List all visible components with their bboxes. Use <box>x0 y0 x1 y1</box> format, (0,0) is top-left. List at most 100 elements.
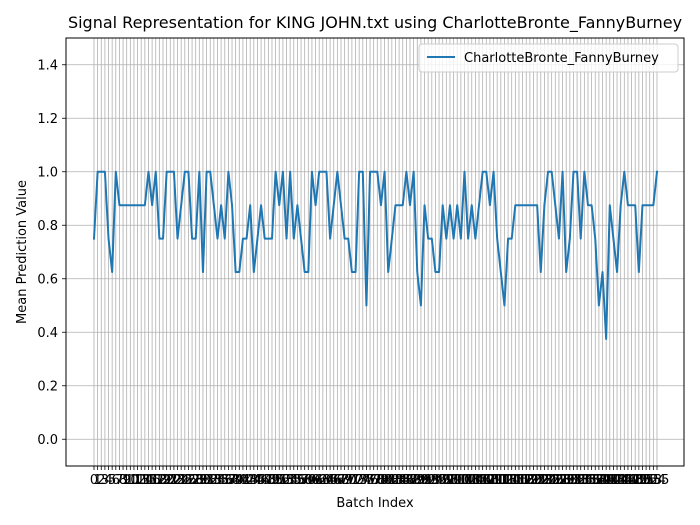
x-tick-label: 36 <box>216 473 233 488</box>
vertical-gridlines <box>93 38 658 466</box>
legend-box <box>418 43 679 73</box>
y-tick-label: 0.2 <box>37 379 58 394</box>
x-tick-label: 88 <box>405 473 422 488</box>
x-tick-label: 119 <box>514 473 539 488</box>
x-tick-label: 145 <box>608 473 633 488</box>
x-tick-label: 27 <box>184 473 201 488</box>
x-tick-label: 19 <box>155 473 172 488</box>
x-tick-label: 4 <box>104 473 112 488</box>
x-tick-label: 126 <box>539 473 564 488</box>
x-tick-label: 61 <box>307 473 324 488</box>
x-tick-label: 102 <box>452 473 477 488</box>
x-tick-label: 80 <box>376 473 393 488</box>
y-axis-ticks: 0.0 0.2 0.4 0.6 0.8 1.0 1.2 1.4 <box>37 58 66 448</box>
x-tick-label: 30 <box>195 473 212 488</box>
x-tick-label: 142 <box>597 473 622 488</box>
x-tick-label: 64 <box>318 473 335 488</box>
x-tick-label: 82 <box>384 473 401 488</box>
x-tick-label: 63 <box>315 473 332 488</box>
x-tick-label: 90 <box>413 473 430 488</box>
x-tick-label: 127 <box>543 473 568 488</box>
x-tick-label: 143 <box>601 473 626 488</box>
x-tick-label: 52 <box>275 473 292 488</box>
x-tick-label: 62 <box>311 473 328 488</box>
legend-label: CharlotteBronte_FannyBurney <box>464 51 659 66</box>
x-tick-label: 35 <box>213 473 230 488</box>
x-tick-label: 7 <box>115 473 123 488</box>
x-tick-label: 79 <box>373 473 390 488</box>
x-tick-label: 1 <box>93 473 101 488</box>
x-tick-label: 42 <box>238 473 255 488</box>
x-tick-label: 131 <box>557 473 582 488</box>
x-tick-label: 69 <box>336 473 353 488</box>
x-tick-label: 135 <box>572 473 597 488</box>
y-tick-label: 0.8 <box>37 219 58 234</box>
x-tick-label: 28 <box>187 473 204 488</box>
x-tick-label: 59 <box>300 473 317 488</box>
x-tick-label: 117 <box>507 473 532 488</box>
x-tick-label: 31 <box>198 473 215 488</box>
x-tick-label: 12 <box>129 473 146 488</box>
x-tick-label: 141 <box>594 473 619 488</box>
x-tick-label: 11 <box>126 473 143 488</box>
x-tick-label: 111 <box>485 473 510 488</box>
x-tick-label: 76 <box>362 473 379 488</box>
x-tick-label: 115 <box>499 473 524 488</box>
x-tick-label: 97 <box>438 473 455 488</box>
x-tick-label: 146 <box>612 473 637 488</box>
plot-frame <box>65 37 685 467</box>
x-tick-label: 78 <box>369 473 386 488</box>
x-tick-label: 154 <box>641 473 666 488</box>
x-tick-label: 103 <box>456 473 481 488</box>
x-tick-label: 144 <box>605 473 630 488</box>
x-tick-label: 112 <box>488 473 513 488</box>
x-tick-label: 104 <box>459 473 484 488</box>
x-tick-label: 70 <box>340 473 357 488</box>
x-tick-label: 48 <box>260 473 277 488</box>
x-tick-label: 125 <box>536 473 561 488</box>
x-tick-label: 66 <box>325 473 342 488</box>
x-tick-label: 83 <box>387 473 404 488</box>
x-tick-label: 13 <box>133 473 150 488</box>
x-tick-label: 128 <box>547 473 572 488</box>
x-tick-label: 139 <box>586 473 611 488</box>
x-tick-label: 37 <box>220 473 237 488</box>
x-tick-label: 110 <box>481 473 506 488</box>
x-tick-label: 22 <box>166 473 183 488</box>
x-tick-label: 77 <box>365 473 382 488</box>
x-tick-label: 21 <box>162 473 179 488</box>
x-tick-label: 43 <box>242 473 259 488</box>
x-tick-label: 152 <box>634 473 659 488</box>
x-tick-label: 39 <box>227 473 244 488</box>
y-tick-label: 0.4 <box>37 326 58 341</box>
y-tick-label: 1.4 <box>37 58 58 73</box>
x-tick-label: 133 <box>565 473 590 488</box>
x-tick-label: 10 <box>122 473 139 488</box>
x-tick-label: 68 <box>333 473 350 488</box>
x-tick-label: 25 <box>177 473 194 488</box>
x-tick-label: 16 <box>144 473 161 488</box>
x-tick-label: 148 <box>619 473 644 488</box>
x-tick-label: 147 <box>616 473 641 488</box>
x-tick-label: 129 <box>550 473 575 488</box>
x-axis-label: Batch Index <box>336 496 414 511</box>
x-tick-label: 6 <box>112 473 120 488</box>
x-tick-label: 9 <box>123 473 131 488</box>
x-axis-ticks: 0123456789101112131415161718192021222324… <box>90 466 669 488</box>
x-tick-label: 109 <box>478 473 503 488</box>
x-tick-label: 138 <box>583 473 608 488</box>
x-tick-label: 86 <box>398 473 415 488</box>
x-tick-label: 34 <box>209 473 226 488</box>
x-tick-label: 134 <box>568 473 593 488</box>
x-tick-label: 65 <box>322 473 339 488</box>
x-tick-label: 107 <box>470 473 495 488</box>
x-tick-label: 20 <box>158 473 175 488</box>
x-tick-label: 29 <box>191 473 208 488</box>
x-tick-label: 93 <box>424 473 441 488</box>
x-tick-label: 56 <box>289 473 306 488</box>
series-layer <box>92 170 659 340</box>
x-tick-label: 92 <box>420 473 437 488</box>
x-tick-label: 55 <box>286 473 303 488</box>
x-tick-label: 122 <box>525 473 550 488</box>
